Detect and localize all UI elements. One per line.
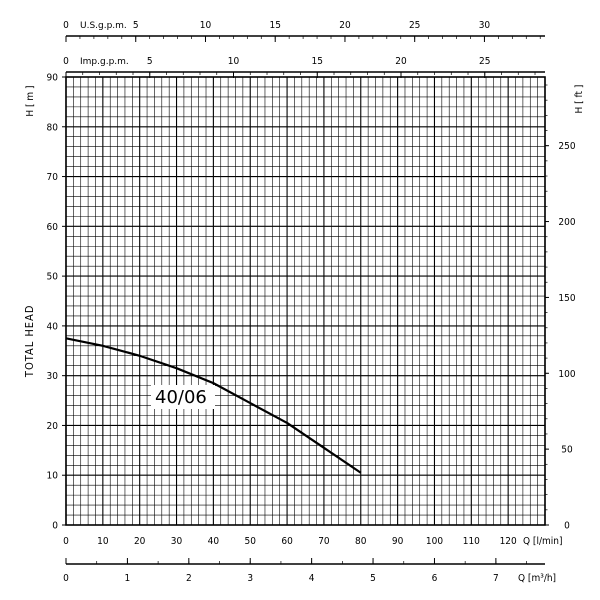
impgpm-tick-label: 5 [147, 56, 153, 67]
y-axis-title: TOTAL HEAD [23, 305, 36, 379]
x-tick-label-lmin: 50 [245, 536, 257, 547]
impgpm-axis-title: Imp.g.p.m. [80, 57, 129, 67]
x-axis-title-m3h: Q [m³/h] [518, 573, 556, 584]
usgpm-tick-label: 15 [269, 20, 280, 31]
x-tick-label-lmin: 60 [281, 536, 293, 547]
top-axes: 0 5 10 15 20 25 30 U.S.g.p.m. 0 5 10 15 20 25 Imp.g.p.… [63, 20, 545, 78]
curve-label: 40/06 [155, 387, 207, 408]
x-tick-label-lmin: 120 [500, 536, 517, 547]
y-tick-label: 0 [52, 521, 58, 532]
bottom-axes: 0 10 20 30 40 50 60 70 80 90 100 110 120 Q [l/min] 0 1 2… [63, 536, 562, 584]
ft-tick-label: 50 [561, 445, 573, 456]
impgpm-tick-label: 0 [63, 56, 69, 67]
ft-tick-label: 250 [558, 141, 575, 152]
impgpm-tick-label: 25 [479, 56, 490, 67]
grid-lines [65, 76, 546, 526]
x-tick-label-lmin: 70 [318, 536, 330, 547]
x-tick-label-m3h: 3 [247, 573, 253, 584]
labels-group: 40/06 [151, 385, 215, 409]
x-tick-label-m3h: 1 [125, 573, 131, 584]
x-tick-label-m3h: 2 [186, 573, 192, 584]
x-tick-label-lmin: 20 [134, 536, 146, 547]
impgpm-tick-label: 20 [395, 56, 407, 67]
x-tick-label-m3h: 7 [493, 573, 499, 584]
x-tick-label-lmin: 100 [426, 536, 443, 547]
x-tick-label-m3h: 0 [63, 573, 69, 584]
ft-tick-label: 0 [564, 521, 570, 532]
x-tick-label-m3h: 5 [370, 573, 376, 584]
usgpm-tick-label: 5 [133, 20, 139, 31]
ft-tick-label: 200 [558, 217, 575, 228]
usgpm-tick-label: 0 [63, 20, 69, 31]
y-tick-label: 90 [47, 73, 59, 84]
x-tick-label-lmin: 90 [392, 536, 404, 547]
y-tick-label: 70 [47, 172, 59, 183]
impgpm-tick-label: 15 [312, 56, 323, 67]
y-tick-label: 10 [47, 471, 59, 482]
right-axis: 0 50 100 150 200 250 H [ ft ] [545, 85, 585, 532]
x-tick-label-lmin: 110 [463, 536, 480, 547]
plot-frame [65, 76, 546, 526]
curve-label-bg [151, 385, 215, 409]
usgpm-axis-title: U.S.g.p.m. [80, 21, 127, 31]
x-tick-label-lmin: 10 [97, 536, 109, 547]
x-tick-label-lmin: 0 [63, 536, 69, 547]
y-tick-label: 40 [47, 321, 59, 332]
y-tick-label: 20 [47, 421, 59, 432]
usgpm-tick-label: 20 [339, 20, 351, 31]
ft-tick-label: 150 [558, 293, 575, 304]
pump-curve-0 [65, 337, 362, 474]
ft-tick-label: 100 [558, 369, 575, 380]
x-tick-label-lmin: 40 [208, 536, 220, 547]
x-axis-title-lmin: Q [l/min] [523, 536, 562, 547]
left-axis: 0 10 20 30 40 50 60 70 80 90 H [ m ] TOTAL HEAD [23, 73, 66, 532]
usgpm-tick-label: 10 [200, 20, 212, 31]
impgpm-tick-label: 10 [228, 56, 240, 67]
y-axis-unit-label: H [ m ] [25, 85, 36, 116]
usgpm-tick-label: 25 [409, 20, 420, 31]
y-tick-label: 60 [47, 222, 59, 233]
series-group [65, 337, 362, 474]
y-tick-label: 80 [47, 122, 59, 133]
plot-border [65, 76, 546, 526]
y-tick-label: 30 [47, 371, 59, 382]
right-axis-unit-label: H [ ft ] [574, 85, 585, 114]
x-tick-label-m3h: 4 [309, 573, 315, 584]
usgpm-tick-label: 30 [479, 20, 491, 31]
y-tick-label: 50 [47, 272, 59, 283]
x-tick-label-m3h: 6 [432, 573, 438, 584]
x-tick-label-lmin: 80 [355, 536, 367, 547]
x-tick-label-lmin: 30 [171, 536, 183, 547]
